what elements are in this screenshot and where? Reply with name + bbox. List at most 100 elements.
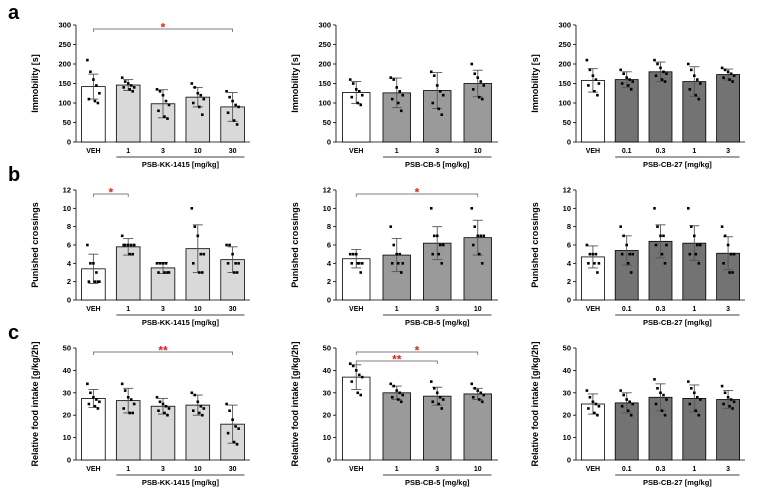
r1c2-y-axis-label: Punished crossings — [530, 202, 540, 288]
r2c0-data-point-3 — [201, 413, 204, 417]
r0c0-significance-label-0: * — [161, 21, 166, 35]
r2c1-data-point-3 — [477, 398, 481, 401]
r1c2-data-point-4 — [720, 225, 724, 228]
r0c1-x-tick-label-0: VEH — [349, 148, 363, 155]
r0c1-data-point-1 — [395, 86, 399, 89]
r2c1-data-point-2 — [431, 400, 435, 404]
r0c1-data-point-3 — [476, 76, 480, 79]
r2c2-data-point-4 — [729, 398, 733, 401]
r2c2-data-point-0 — [597, 404, 601, 408]
r1c0-data-point-1 — [131, 252, 134, 256]
r2c0-y-axis-label: Relative food intake [g/kg/2h] — [30, 341, 40, 466]
r0c2-data-point-1 — [622, 72, 625, 76]
r2c1-data-point-3 — [476, 389, 480, 392]
r0c0-data-point-4 — [232, 119, 236, 122]
r0c0-data-point-2 — [161, 93, 165, 97]
r1c0-data-point-0 — [95, 271, 98, 274]
r2c0-data-point-2 — [161, 402, 165, 406]
r1c0-x-tick-label-3: 10 — [194, 306, 202, 313]
r2c1-data-point-1 — [389, 382, 393, 386]
r1c0-significance-bracket-0 — [93, 193, 129, 197]
r1c1-data-point-2 — [438, 243, 442, 247]
r1c2-y-tick-label: 8 — [567, 222, 571, 231]
r2c1-data-point-3 — [479, 391, 483, 395]
r0c1-data-point-1 — [398, 90, 402, 93]
r0c2-data-point-0 — [593, 90, 596, 93]
r2c0-data-point-2 — [163, 411, 166, 415]
r2c2-y-tick-label: 10 — [563, 433, 571, 442]
r2c2-data-point-1 — [620, 404, 624, 408]
r0c1-data-point-3 — [477, 95, 481, 99]
r2c1-data-point-1 — [398, 391, 402, 395]
r1c1-data-point-0 — [360, 262, 364, 265]
r2c0-data-point-1 — [120, 382, 124, 386]
r0c1-data-point-3 — [470, 62, 474, 66]
r0c2-data-point-3 — [697, 97, 701, 101]
r1c1-data-point-1 — [392, 243, 396, 247]
r0c2-y-tick-label: 100 — [558, 99, 571, 108]
r1c1-data-point-1 — [399, 271, 403, 274]
r1c0-significance-label-0: * — [108, 186, 113, 200]
r2c0-data-point-0 — [89, 391, 92, 395]
r2c1-bar-2 — [423, 395, 452, 461]
r1c2-x-tick-label-2: 0.3 — [656, 306, 666, 313]
r1c2-data-point-3 — [699, 243, 702, 247]
r2c2-data-point-2 — [659, 391, 662, 395]
r2c1-data-point-2 — [429, 380, 433, 383]
r2c0-x-tick-label-0: VEH — [86, 466, 100, 473]
r2c0-data-point-0 — [93, 404, 97, 408]
r1c0-data-point-0 — [98, 280, 101, 283]
r1c1-data-point-2 — [435, 234, 439, 238]
r2c0-x-axis-label: PSB-KK-1415 [mg/kg] — [142, 478, 220, 487]
r0c0-data-point-4 — [228, 95, 231, 99]
r2c1-data-point-2 — [438, 395, 442, 399]
r0c0-x-tick-label-3: 10 — [194, 148, 202, 155]
r1c1-data-point-3 — [477, 252, 481, 256]
r1c2-data-point-2 — [665, 243, 668, 247]
r0c0-y-axis-label: Immobility [s] — [30, 54, 40, 113]
r2c0-data-point-4 — [226, 431, 230, 435]
r0c0-data-point-2 — [158, 90, 162, 93]
r2c1-y-tick-label: 40 — [323, 366, 331, 375]
r1c1-data-point-3 — [476, 234, 480, 238]
r2c0-data-point-1 — [129, 398, 133, 401]
r2c1-data-point-1 — [392, 384, 396, 388]
r1c2-y-tick-label: 2 — [567, 277, 571, 286]
r1c0-data-point-4 — [231, 252, 234, 256]
r0c2-data-point-1 — [625, 76, 628, 79]
r0c2-y-axis-label: Immobility [s] — [530, 54, 540, 113]
r1c0-data-point-1 — [126, 243, 130, 247]
r1c1-x-axis-label: PSB-CB-5 [mg/kg] — [405, 318, 470, 327]
r1c1-data-point-1 — [395, 252, 399, 256]
r1c1-y-tick-label: 6 — [327, 241, 331, 250]
r1c2-data-point-2 — [663, 262, 667, 265]
r1c2-data-point-0 — [596, 271, 599, 274]
r1c0-data-point-0 — [89, 262, 92, 265]
r0c0-data-point-3 — [202, 97, 206, 101]
r1c2-data-point-4 — [723, 234, 727, 238]
r0c2-y-tick-label: 50 — [563, 118, 571, 127]
r2c2-data-point-3 — [690, 387, 693, 390]
r2c0-data-point-3 — [199, 404, 203, 408]
r0c2-data-point-0 — [591, 74, 595, 77]
r0c2-data-point-0 — [597, 82, 601, 85]
r2c1-significance-label-0: * — [415, 344, 420, 358]
r2c2-y-tick-label: 0 — [567, 456, 571, 465]
r1c0-y-axis-label: Punished crossings — [30, 202, 40, 288]
r0c0-data-point-0 — [96, 101, 100, 105]
r2c1-data-point-2 — [440, 407, 444, 410]
r0c0-data-point-3 — [199, 93, 203, 97]
r1c2-data-point-0 — [597, 262, 601, 265]
r1c0-data-point-2 — [158, 262, 162, 265]
r0c2-y-tick-label: 250 — [558, 40, 571, 49]
r0c2-data-point-0 — [594, 78, 598, 81]
r2c2-data-point-3 — [693, 391, 696, 395]
r2c1-data-point-1 — [395, 389, 399, 392]
r1c0-x-axis-label: PSB-KK-1415 [mg/kg] — [142, 318, 220, 327]
r1c2-data-point-2 — [660, 252, 664, 256]
r2c2-data-point-2 — [662, 393, 665, 397]
r1c0-data-point-3 — [199, 252, 203, 256]
r0c0-data-point-0 — [89, 70, 92, 74]
r0c2-data-point-1 — [629, 88, 633, 91]
r1c1-data-point-2 — [429, 207, 433, 210]
